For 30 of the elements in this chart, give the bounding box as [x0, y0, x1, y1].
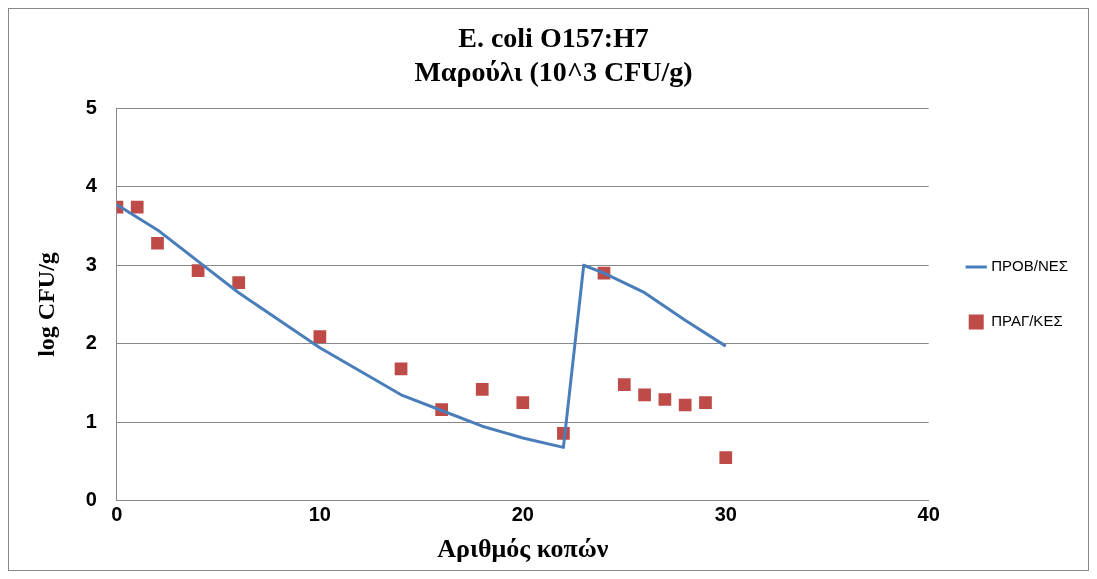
point — [516, 396, 530, 410]
y-tick-label: 0 — [85, 488, 97, 511]
x-axis-title: Αριθμός κοπών — [437, 534, 609, 564]
legend-label: ΠΡΑΓ/ΚΕΣ — [991, 312, 1063, 330]
point — [232, 276, 246, 289]
point — [678, 398, 692, 412]
point — [699, 396, 712, 410]
point — [719, 451, 733, 464]
x-tick-label: 0 — [111, 503, 123, 526]
point — [475, 382, 489, 396]
y-tick-label: 1 — [85, 409, 97, 432]
y-tick-label: 4 — [85, 174, 98, 197]
y-axis-title: log CFU/g — [32, 252, 59, 357]
y-tick-label: 2 — [85, 331, 97, 354]
point — [130, 200, 144, 214]
x-tick-label: 40 — [917, 503, 940, 526]
chart-title: E. coli O157:H7 — [458, 22, 649, 54]
x-tick-label: 30 — [714, 503, 737, 526]
legend-label: ΠΡΟΒ/ΝΕΣ — [991, 257, 1069, 275]
point — [313, 330, 327, 344]
point — [658, 393, 672, 406]
y-tick-label: 5 — [85, 95, 97, 118]
y-tick-label: 3 — [85, 252, 97, 275]
x-tick-label: 20 — [511, 503, 534, 526]
point — [617, 378, 631, 391]
point — [151, 236, 164, 250]
x-tick-label: 10 — [308, 503, 331, 526]
point — [191, 264, 205, 278]
chart-subtitle: Μαρούλι (10^3 CFU/g) — [414, 55, 693, 87]
point — [638, 388, 651, 402]
